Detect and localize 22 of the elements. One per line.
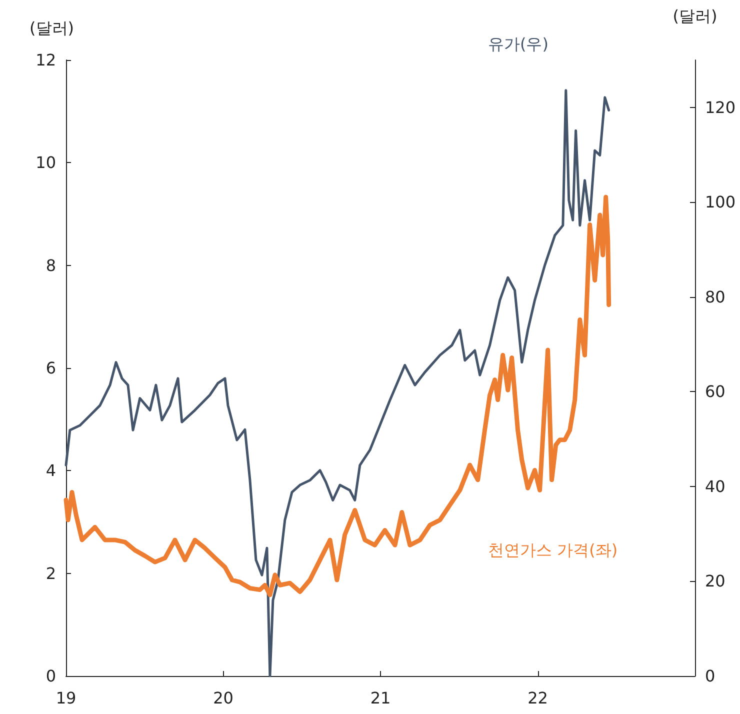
y-tick-label: 10 [36, 153, 56, 172]
y-tick-label: 12 [36, 50, 56, 70]
y2-tick-label: 40 [705, 476, 726, 496]
y2-tick-label: 60 [705, 382, 726, 402]
y-tick-label: 6 [46, 358, 56, 378]
y2-axis-title: (달러) [672, 6, 718, 26]
y-axis-title: (달러) [30, 18, 74, 38]
text: 천연가스 가격(좌) [488, 540, 618, 560]
x-tick-label: 22 [528, 688, 548, 708]
y2-tick-label: 20 [705, 572, 726, 591]
y2-tick-label: 0 [705, 666, 716, 686]
x-tick-label: 21 [370, 688, 391, 708]
y-tick-label: 2 [46, 564, 56, 583]
y-tick-label: 8 [46, 256, 56, 275]
y2-tick-label: 100 [705, 192, 736, 212]
y-tick-label: 0 [46, 666, 56, 686]
text: 유가(우) [488, 34, 548, 54]
y2-tick-label: 80 [705, 287, 726, 306]
y-tick-label: 4 [46, 461, 56, 480]
x-tick-label: 20 [213, 688, 234, 708]
y2-tick-label: 120 [705, 98, 736, 117]
x-tick-label: 19 [56, 688, 76, 708]
